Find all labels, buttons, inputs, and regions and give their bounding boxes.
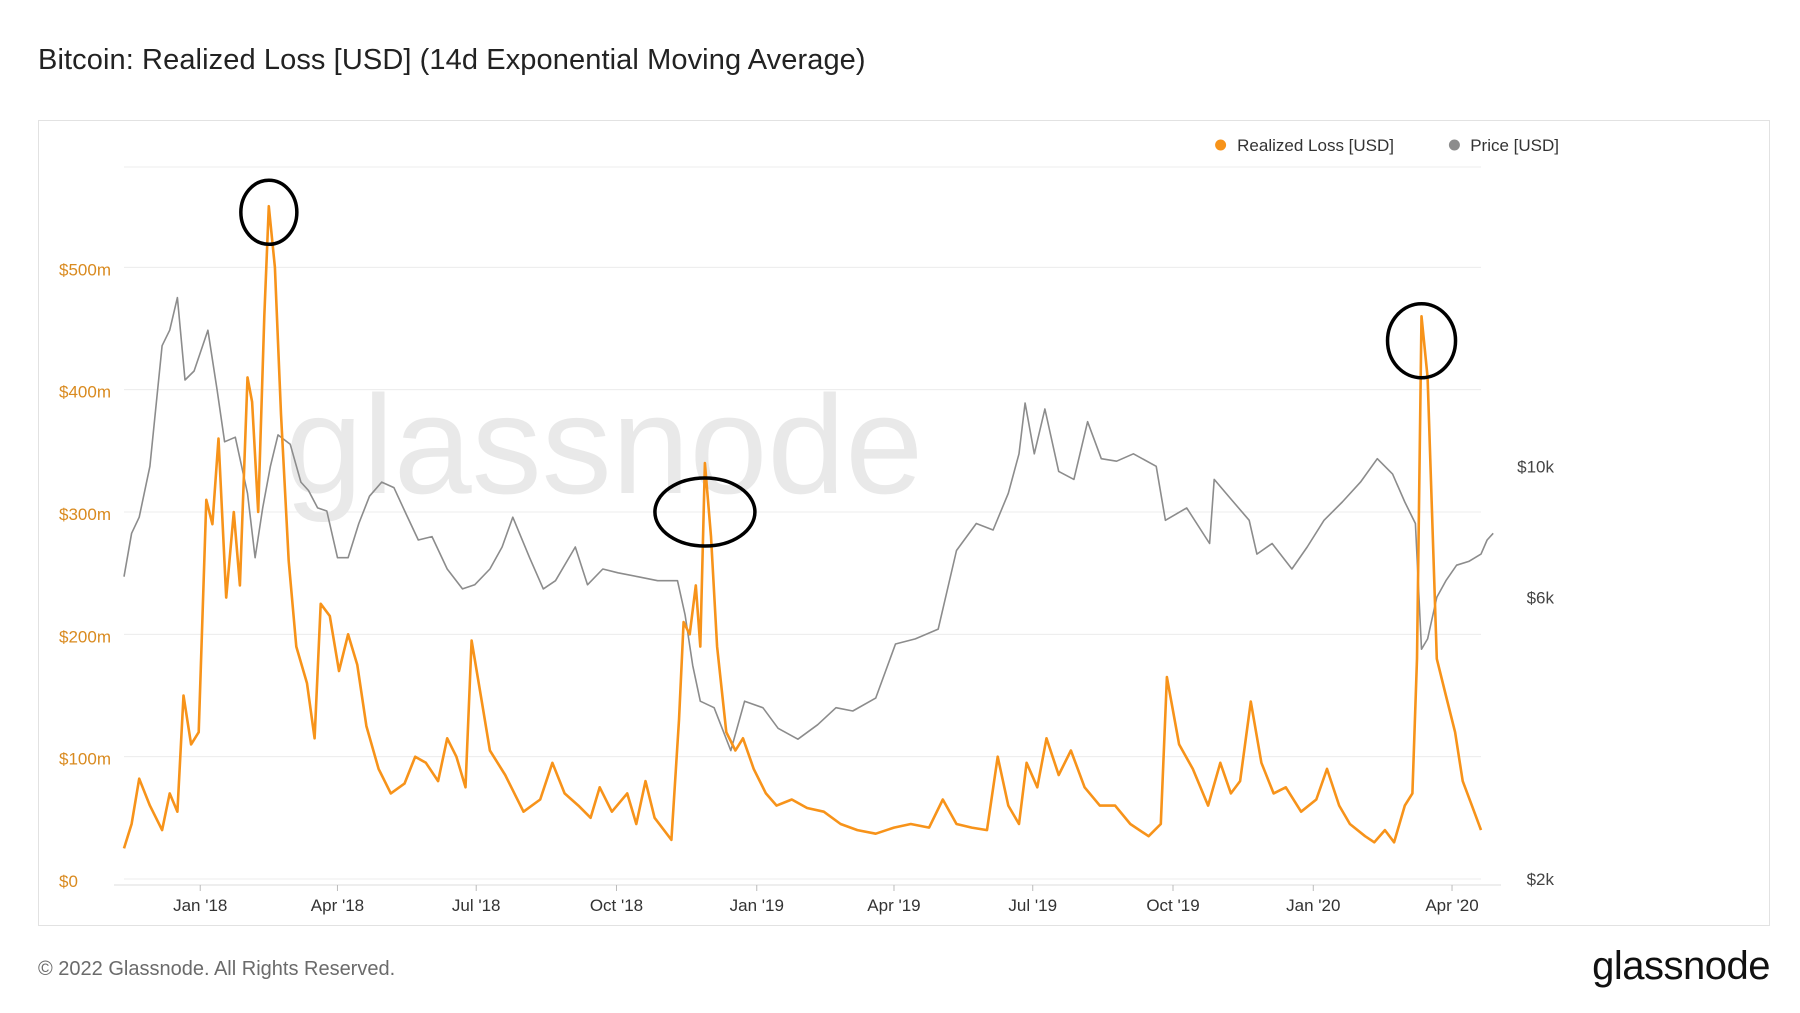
x-axis: Jan '18 Apr '18 Jul '18 Oct '18 Jan '19 Apr '… xyxy=(114,884,1501,915)
chart-panel: glassnode $0 $100m $200m $300m $400m $500m $2… xyxy=(38,120,1770,926)
legend-label: Price [USD] xyxy=(1470,136,1559,155)
x-tick-label: Oct '19 xyxy=(1146,896,1199,915)
glassnode-logo: glassnode xyxy=(1592,944,1770,988)
annotation-layer xyxy=(239,178,1458,548)
x-tick-label: Jan '18 xyxy=(173,896,227,915)
y-left-tick-label: $100m xyxy=(59,750,111,769)
chart-title: Bitcoin: Realized Loss [USD] (14d Expone… xyxy=(38,44,866,76)
chart-svg: glassnode $0 $100m $200m $300m $400m $500m $2… xyxy=(59,136,1559,915)
y-axis-right: $2k $6k $10k xyxy=(1517,457,1554,889)
watermark: glassnode xyxy=(285,366,923,523)
y-right-tick-label: $6k xyxy=(1527,588,1555,607)
legend-marker xyxy=(1448,139,1460,151)
copyright-footer: © 2022 Glassnode. All Rights Reserved. xyxy=(38,958,396,980)
annotation-circle xyxy=(239,178,299,247)
legend-marker xyxy=(1215,139,1227,151)
legend[interactable]: Realized Loss [USD] Price [USD] xyxy=(1215,136,1559,155)
loss-series-layer xyxy=(122,204,1483,849)
y-right-tick-label: $10k xyxy=(1517,457,1554,476)
y-left-tick-label: $0 xyxy=(59,872,78,891)
grid-lines xyxy=(124,166,1481,880)
y-right-tick-label: $2k xyxy=(1527,870,1555,889)
x-tick-label: Apr '18 xyxy=(311,896,364,915)
x-tick-label: Jul '18 xyxy=(452,896,501,915)
x-tick-label: Jan '20 xyxy=(1286,896,1340,915)
y-left-tick-label: $500m xyxy=(59,260,111,279)
y-left-tick-label: $400m xyxy=(59,383,111,402)
realized-loss-series-line xyxy=(122,204,1483,849)
legend-label: Realized Loss [USD] xyxy=(1237,136,1394,155)
y-left-tick-label: $300m xyxy=(59,505,111,524)
annotation-circle xyxy=(653,476,757,548)
x-tick-label: Apr '20 xyxy=(1425,896,1478,915)
x-tick-label: Jul '19 xyxy=(1008,896,1057,915)
x-tick-label: Jan '19 xyxy=(730,896,784,915)
x-tick-label: Oct '18 xyxy=(590,896,643,915)
y-left-tick-label: $200m xyxy=(59,627,111,646)
annotation-circle xyxy=(1385,301,1458,380)
y-axis-left: $0 $100m $200m $300m $400m $500m xyxy=(59,260,111,891)
x-tick-label: Apr '19 xyxy=(867,896,920,915)
